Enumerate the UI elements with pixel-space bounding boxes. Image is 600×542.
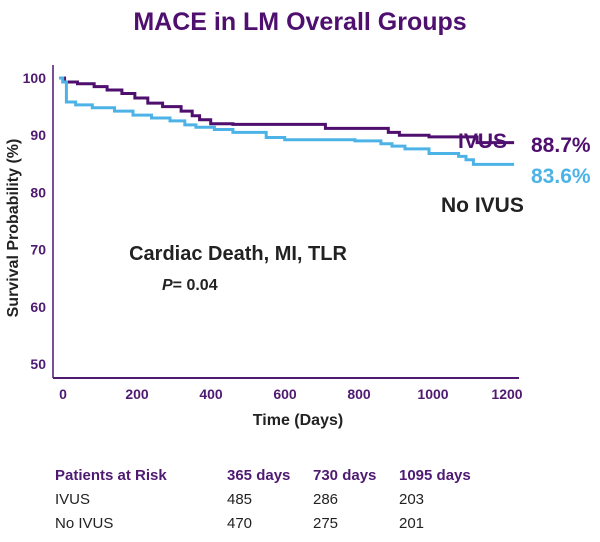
p-value: P= 0.04	[162, 277, 218, 294]
p-value-label: P	[162, 277, 173, 294]
end-value-ivus: 88.7%	[531, 134, 591, 157]
risk-row-no-ivus: No IVUS 470 275 201	[55, 511, 479, 535]
risk-header-row: Patients at Risk 365 days 730 days 1095 …	[55, 463, 479, 487]
risk-row-ivus: IVUS 485 286 203	[55, 487, 479, 511]
y-tick-label: 50	[30, 356, 46, 372]
km-chart: MACE in LM Overall Groups 50607080901000…	[5, 8, 591, 429]
x-tick-label: 1200	[491, 386, 522, 402]
y-tick-label: 100	[23, 70, 47, 86]
x-tick-label: 1000	[417, 386, 448, 402]
x-tick-label: 800	[347, 386, 371, 402]
survival-curve-no-ivus	[59, 76, 515, 166]
chart-title: MACE in LM Overall Groups	[133, 8, 466, 36]
x-axis-label: Time (Days)	[253, 412, 343, 429]
risk-cell: 203	[399, 490, 425, 508]
end-value-no-ivus: 83.6%	[531, 165, 591, 188]
risk-cell: 275	[313, 514, 339, 532]
y-axis-label: Survival Probability (%)	[5, 139, 22, 318]
y-tick-label: 70	[30, 242, 46, 258]
risk-header-730: 730 days	[313, 466, 377, 484]
x-tick-label: 400	[199, 386, 223, 402]
risk-cell: 286	[313, 490, 339, 508]
risk-header-1095: 1095 days	[399, 466, 471, 484]
risk-row-label: IVUS	[55, 490, 91, 508]
risk-cell: 470	[227, 514, 253, 532]
y-tick-label: 80	[30, 184, 46, 200]
patients-at-risk-table: Patients at Risk 365 days 730 days 1095 …	[55, 463, 479, 535]
p-value-number: = 0.04	[173, 277, 218, 294]
risk-row-label: No IVUS	[55, 514, 114, 532]
survival-curve-ivus	[59, 76, 515, 145]
y-tick-label: 90	[30, 127, 46, 143]
y-tick-label: 60	[30, 299, 46, 315]
risk-cell: 485	[227, 490, 253, 508]
risk-cell: 201	[399, 514, 425, 532]
risk-header-365: 365 days	[227, 466, 291, 484]
survival-curves	[59, 76, 515, 166]
endpoint-annotation: Cardiac Death, MI, TLR	[129, 243, 347, 265]
risk-header-label: Patients at Risk	[55, 466, 167, 484]
x-tick-label: 200	[125, 386, 149, 402]
series-label-no-ivus: No IVUS	[441, 194, 524, 217]
x-tick-label: 600	[273, 386, 297, 402]
series-label-ivus: IVUS	[458, 130, 507, 153]
x-tick-label: 0	[59, 386, 67, 402]
